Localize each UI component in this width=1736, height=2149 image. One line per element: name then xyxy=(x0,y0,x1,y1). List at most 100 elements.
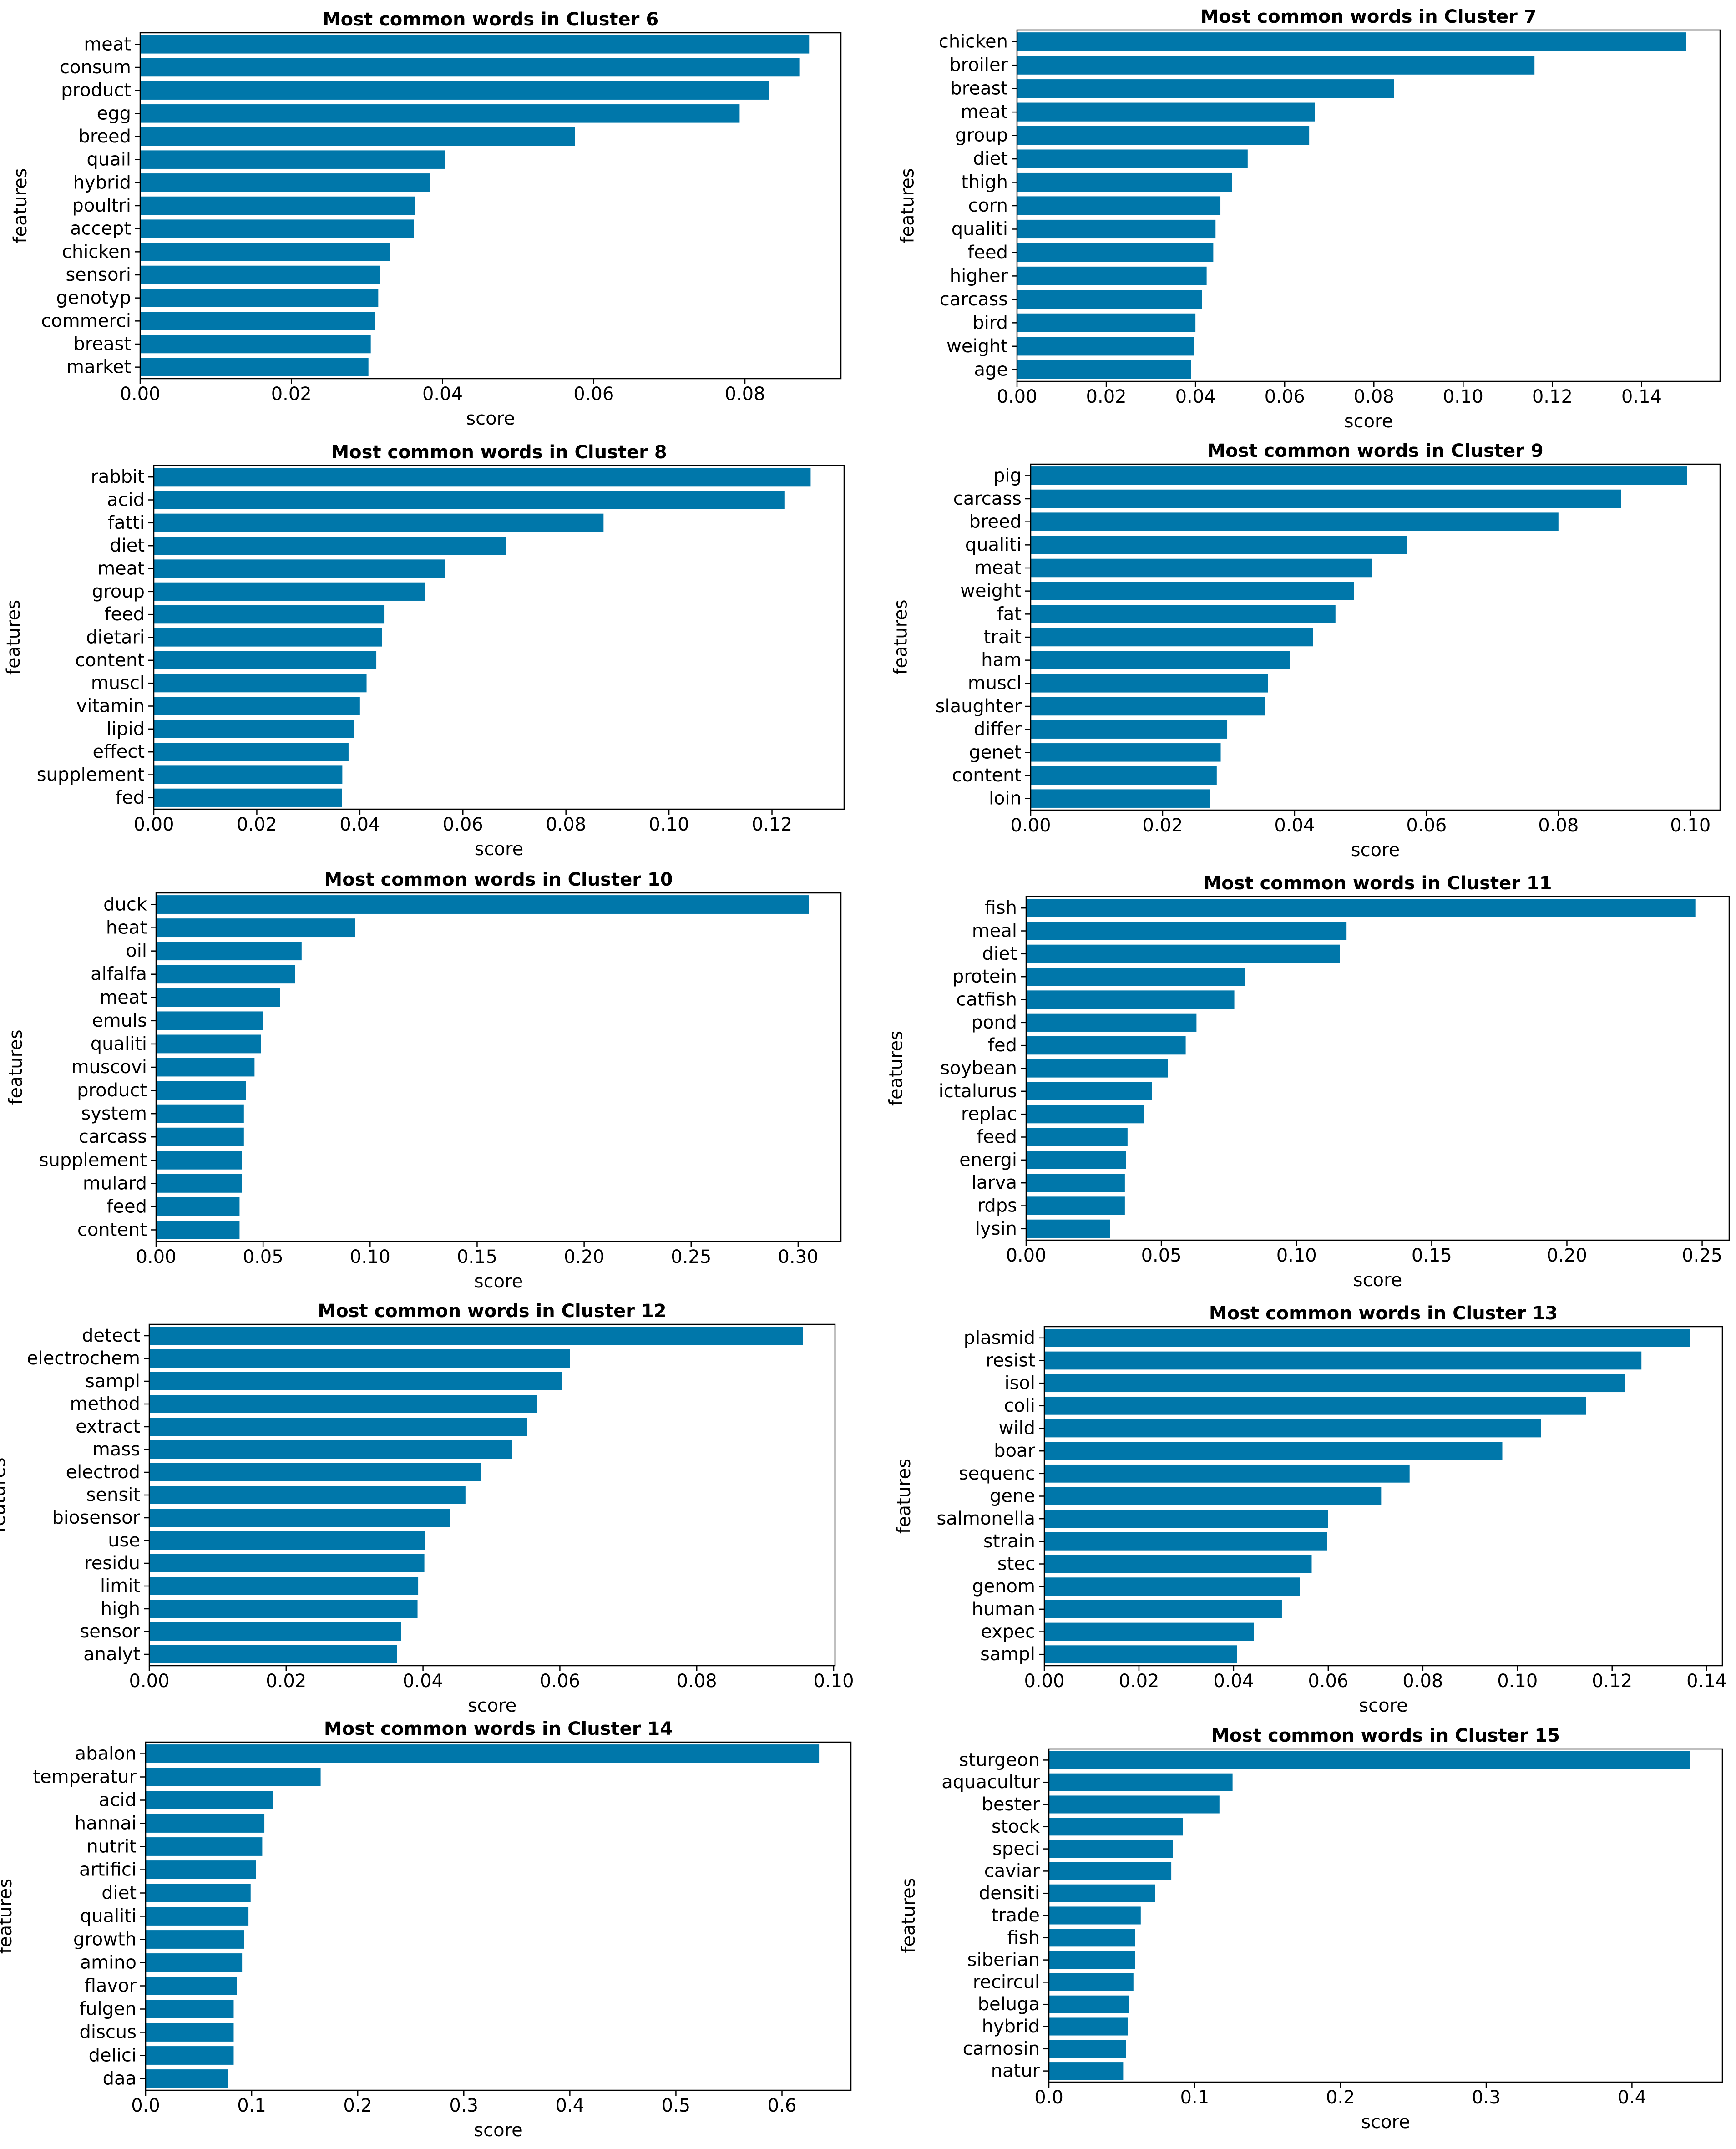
cluster-9-bar-content xyxy=(1031,766,1217,785)
cluster-10-bar-supplement xyxy=(156,1151,242,1170)
cluster-6-bar-hybrid xyxy=(140,173,430,192)
cluster-9-bar-differ xyxy=(1031,720,1228,739)
cluster-10-bar-muscovi xyxy=(156,1058,255,1077)
cluster-15-xtick-label: 0.0 xyxy=(1034,2087,1063,2108)
cluster-7-ytick-label: broiler xyxy=(949,55,1008,76)
cluster-8-ytick-label: meat xyxy=(97,558,145,579)
cluster-12-bar-high xyxy=(149,1600,418,1618)
cluster-10-ytick-label: qualiti xyxy=(91,1034,147,1054)
cluster-11-title: Most common words in Cluster 11 xyxy=(1203,873,1552,894)
cluster-10-ytick-label: content xyxy=(77,1219,147,1240)
cluster-6-ytick-label: poultri xyxy=(72,195,131,216)
cluster-12-ytick-label: use xyxy=(108,1530,140,1551)
cluster-9-ylabel: features xyxy=(891,599,911,674)
cluster-10-ytick-label: muscovi xyxy=(71,1057,147,1078)
cluster-10-bar-alfalfa xyxy=(156,965,295,984)
cluster-13-bar-sequenc xyxy=(1044,1464,1410,1483)
cluster-8-ytick-label: feed xyxy=(104,604,145,625)
cluster-6-ytick-label: consum xyxy=(60,57,131,78)
cluster-10-ytick-label: alfalfa xyxy=(91,964,147,985)
cluster-10-bar-heat xyxy=(156,918,355,938)
cluster-11-bar-fed xyxy=(1026,1036,1186,1055)
cluster-13-bar-human xyxy=(1044,1600,1282,1618)
cluster-8-ytick-label: diet xyxy=(110,535,145,556)
cluster-13-xtick-label: 0.12 xyxy=(1592,1671,1632,1692)
cluster-10-bar-carcass xyxy=(156,1127,244,1146)
cluster-12-ytick-label: limit xyxy=(100,1576,140,1597)
cluster-6-xtick-label: 0.00 xyxy=(120,384,160,405)
cluster-7-ytick-label: weight xyxy=(946,336,1008,357)
cluster-13-bar-plasmid xyxy=(1044,1328,1690,1347)
cluster-10-ytick-label: system xyxy=(81,1103,147,1124)
cluster-6-ytick-label: meat xyxy=(84,34,131,55)
cluster-11-bar-ictalurus xyxy=(1026,1082,1152,1100)
cluster-11-bar-feed xyxy=(1026,1128,1128,1146)
cluster-7-ytick-label: diet xyxy=(973,148,1008,169)
cluster-9-bar-carcass xyxy=(1031,489,1621,508)
cluster-6-bar-egg xyxy=(140,104,740,123)
cluster-9-ytick-label: genet xyxy=(969,742,1022,763)
cluster-8-bar-dietari xyxy=(154,628,382,647)
cluster-14-bar-temperatur xyxy=(146,1768,321,1786)
cluster-11-bar-larva xyxy=(1026,1174,1125,1192)
cluster-14-bar-nutrit xyxy=(146,1837,263,1856)
cluster-6-bar-chicken xyxy=(140,243,390,261)
cluster-9-xtick-label: 0.08 xyxy=(1538,815,1579,836)
cluster-9-ytick-label: content xyxy=(952,765,1022,786)
cluster-6-chart: meatconsumproducteggbreedquailhybridpoul… xyxy=(10,9,842,429)
cluster-6-ytick-label: commerci xyxy=(41,310,131,331)
cluster-11-xtick-label: 0.10 xyxy=(1276,1245,1317,1266)
cluster-10-bar-duck xyxy=(156,895,809,914)
cluster-13-bar-boar xyxy=(1044,1442,1503,1460)
cluster-12-ylabel: features xyxy=(0,1457,10,1532)
cluster-10-xtick-label: 0.25 xyxy=(671,1247,711,1267)
cluster-11-bar-diet xyxy=(1026,944,1340,963)
cluster-6-bar-breed xyxy=(140,127,575,146)
cluster-10-ytick-label: supplement xyxy=(39,1150,147,1171)
cluster-6-ytick-label: quail xyxy=(87,149,131,170)
cluster-9-ytick-label: meat xyxy=(974,558,1022,578)
cluster-10-title: Most common words in Cluster 10 xyxy=(324,869,673,890)
cluster-12-ytick-label: biosensor xyxy=(52,1507,140,1528)
cluster-10-ytick-label: product xyxy=(77,1080,147,1101)
cluster-9-bar-ham xyxy=(1031,651,1290,669)
cluster-8-bar-lipid xyxy=(154,720,354,738)
cluster-12-xtick-label: 0.00 xyxy=(129,1671,169,1692)
cluster-10-xtick-label: 0.30 xyxy=(778,1247,818,1267)
cluster-13-xtick-label: 0.14 xyxy=(1686,1671,1727,1692)
cluster-15-ytick-label: fish xyxy=(1007,1927,1040,1948)
cluster-9-ytick-label: fat xyxy=(997,603,1022,624)
cluster-10-ytick-label: duck xyxy=(103,894,147,915)
cluster-8-ytick-label: muscl xyxy=(91,673,145,694)
cluster-12-ytick-label: extract xyxy=(76,1416,140,1437)
cluster-12-ytick-label: sampl xyxy=(85,1371,140,1392)
cluster-11-chart: fish mealdietproteincatfishpondfedsoybean… xyxy=(886,873,1730,1291)
cluster-15-bar-beluga xyxy=(1049,1995,1129,2013)
cluster-11-bar-energi xyxy=(1026,1151,1126,1169)
cluster-13-ytick-label: sequenc xyxy=(959,1463,1035,1484)
cluster-14-xtick-label: 0.4 xyxy=(556,2095,585,2116)
cluster-9-bar-breed xyxy=(1031,512,1559,531)
cluster-15-ytick-label: natur xyxy=(991,2061,1040,2082)
cluster-13-ylabel: features xyxy=(894,1459,915,1534)
cluster-12-bar-extract xyxy=(149,1418,527,1436)
cluster-7-ytick-label: meat xyxy=(961,101,1008,122)
cluster-11-bar-rdps xyxy=(1026,1196,1125,1215)
cluster-9-ytick-label: loin xyxy=(989,788,1022,809)
cluster-9-bar-slaughter xyxy=(1031,697,1265,716)
cluster-10-bar-mulard xyxy=(156,1174,242,1193)
cluster-15-ytick-label: hybrid xyxy=(982,2016,1040,2037)
cluster-10-bar-feed xyxy=(156,1197,240,1216)
cluster-12-xtick-label: 0.08 xyxy=(677,1671,717,1692)
cluster-7-bar-higher xyxy=(1017,266,1207,285)
cluster-6-xtick-label: 0.08 xyxy=(724,384,765,405)
cluster-6-bar-product xyxy=(140,81,769,100)
cluster-14-ytick-label: qualiti xyxy=(80,1906,137,1927)
cluster-15-xtick-label: 0.2 xyxy=(1326,2087,1355,2108)
cluster-13-bar-resist xyxy=(1044,1351,1642,1370)
cluster-15-ytick-label: bester xyxy=(982,1794,1040,1815)
cluster-13-chart: plasmidresistisolcoliwildboarsequencgene… xyxy=(894,1303,1727,1716)
cluster-7-ytick-label: thigh xyxy=(961,172,1008,193)
cluster-8-bar-supplement xyxy=(154,765,343,784)
